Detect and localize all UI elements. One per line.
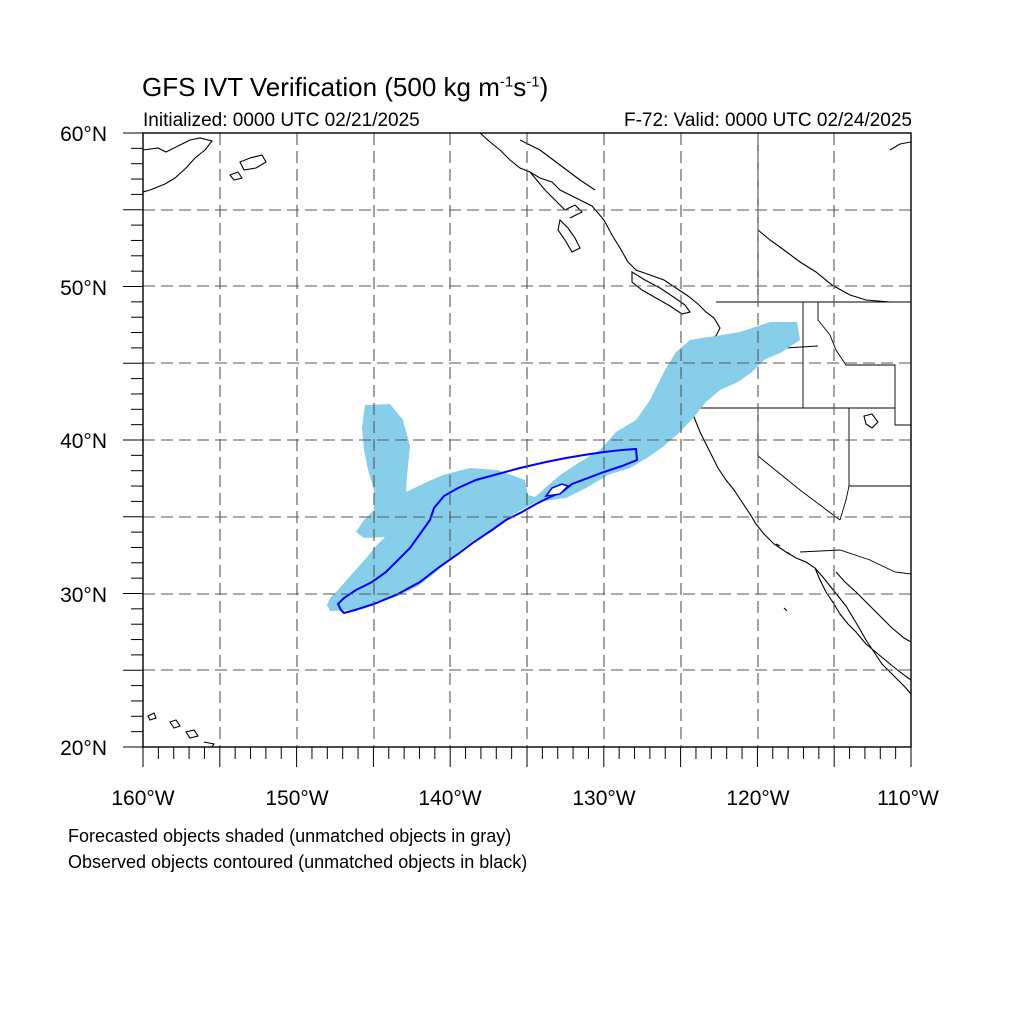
coastlines	[143, 133, 911, 747]
valid-time: F-72: Valid: 0000 UTC 02/24/2025	[624, 110, 912, 131]
lat-label-20: 20°N	[60, 737, 107, 760]
lon-label-150w: 150°W	[265, 787, 328, 810]
lat-label-30: 30°N	[60, 584, 107, 607]
lon-label-140w: 140°W	[418, 787, 481, 810]
initialized-time: Initialized: 0000 UTC 02/21/2025	[143, 110, 420, 131]
graticule	[143, 133, 911, 747]
lon-label-120w: 120°W	[726, 787, 789, 810]
plot-title: GFS IVT Verification (500 kg m-1s-1)	[142, 72, 549, 102]
forecast-object	[327, 322, 800, 611]
lon-label-160w: 160°W	[111, 787, 174, 810]
legend-note-observed: Observed objects contoured (unmatched ob…	[68, 852, 528, 872]
legend-note-forecast: Forecasted objects shaded (unmatched obj…	[68, 826, 512, 846]
lat-label-60: 60°N	[60, 123, 107, 146]
lon-label-110w: 110°W	[877, 787, 939, 810]
lon-label-130w: 130°W	[572, 787, 635, 810]
forecast-ivt-shading	[327, 322, 800, 611]
lat-label-40: 40°N	[60, 430, 107, 453]
observed-ivt-contour	[336, 447, 639, 615]
lat-label-50: 50°N	[60, 277, 107, 300]
observed-object	[336, 447, 639, 615]
axis-ticks	[123, 132, 912, 767]
